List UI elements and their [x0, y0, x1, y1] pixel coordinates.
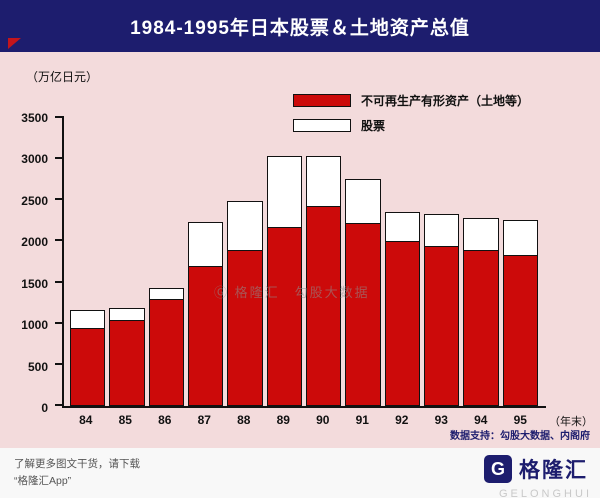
legend-label-stock: 股票	[361, 119, 386, 133]
y-tick-label-3000: 3000	[21, 152, 48, 167]
legend: 不可再生产有形资产（土地等） 股票	[293, 92, 529, 142]
y-tick-mark	[55, 404, 64, 406]
legend-item-stock: 股票	[293, 117, 529, 134]
y-tick-mark	[55, 198, 64, 201]
app-promo-text: 了解更多图文干货，请下载 “格隆汇App”	[14, 456, 140, 490]
bar-84-land-segment	[70, 327, 106, 406]
bar-89-stock-segment	[266, 156, 302, 229]
x-tick-label-91: 91	[355, 413, 369, 427]
x-tick-label-89: 89	[276, 413, 290, 427]
bar-84-stock-segment	[70, 310, 106, 329]
x-tick-label-87: 87	[197, 413, 211, 427]
bar-89	[266, 118, 302, 406]
bar-87-stock-segment	[187, 221, 224, 268]
bar-90-land-segment	[305, 206, 342, 406]
y-tick-label-2000: 2000	[21, 235, 48, 250]
x-tick-label-84: 84	[79, 413, 93, 427]
bar-85	[109, 118, 145, 406]
x-tick-label-95: 95	[513, 413, 527, 427]
title-bar: 1984-1995年日本股票＆土地资产总值	[0, 0, 600, 52]
y-tick-label-0: 0	[41, 401, 48, 415]
legend-label-land: 不可再生产有形资产（土地等）	[361, 94, 530, 108]
gelonghui-logo-icon: G	[484, 455, 512, 483]
bar-90-stock-segment	[305, 156, 342, 208]
bar-88-land-segment	[227, 249, 263, 406]
bar-92	[384, 118, 420, 406]
y-tick-mark	[55, 321, 64, 324]
plot-area: Ⓖ 格隆汇 勾股大数据	[55, 116, 546, 408]
y-tick-mark	[55, 362, 64, 365]
y-tick-label-3500: 3500	[21, 111, 48, 125]
x-tick-label-85: 85	[118, 413, 132, 427]
bar-95-land-segment	[502, 254, 538, 406]
bar-95-stock-segment	[502, 219, 538, 256]
chart-region: （万亿日元） 不可再生产有形资产（土地等） 股票 0 500 1000 1500 200…	[0, 52, 600, 448]
bar-90	[305, 118, 342, 406]
promo-line-2: “格隆汇App”	[14, 474, 72, 487]
x-tick-label-90: 90	[316, 413, 330, 427]
legend-item-land: 不可再生产有形资产（土地等）	[293, 92, 529, 109]
brand-logo: G 格隆汇	[484, 454, 588, 484]
legend-swatch-land	[293, 94, 351, 107]
x-axis-suffix: （年末）	[549, 416, 593, 428]
promo-line-1: 了解更多图文干货，请下载	[14, 458, 140, 470]
bar-93-stock-segment	[423, 213, 460, 247]
brand-name: 格隆汇	[519, 459, 588, 482]
bar-93	[423, 118, 460, 406]
bar-95	[502, 118, 538, 406]
x-tick-label-92: 92	[395, 413, 409, 427]
bar-93-land-segment	[423, 245, 460, 406]
bar-88-stock-segment	[227, 201, 263, 251]
chart-title: 1984-1995年日本股票＆土地资产总值	[130, 17, 470, 39]
x-axis-labels: 84 85 86 87 88 89 90 91 92 93 94 95	[62, 413, 538, 427]
data-source-note: 数据支持：勾股大数据、内阁府	[450, 431, 590, 442]
plot-wrap: 0 500 1000 1500 2000 2500 3000 3500 Ⓖ 格隆汇 勾股大数据	[21, 111, 546, 415]
y-tick-label-1500: 1500	[21, 276, 48, 291]
bar-85-land-segment	[109, 320, 145, 406]
bars-container	[64, 118, 538, 406]
bar-84	[70, 118, 106, 406]
bar-94-stock-segment	[463, 217, 499, 251]
x-tick-label-88: 88	[237, 413, 251, 427]
bar-88	[227, 118, 263, 406]
x-tick-label-86: 86	[158, 413, 172, 427]
y-axis-label: （万亿日元）	[26, 70, 99, 84]
bar-94	[463, 118, 499, 406]
legend-swatch-stock	[293, 119, 351, 132]
y-tick-label-1000: 1000	[21, 318, 48, 333]
y-tick-label-500: 500	[27, 359, 48, 374]
bar-86-land-segment	[148, 299, 184, 406]
bar-94-land-segment	[463, 249, 499, 406]
bar-86	[148, 118, 184, 406]
bar-91-land-segment	[345, 222, 381, 406]
x-tick-label-93: 93	[434, 413, 448, 427]
bar-89-land-segment	[266, 227, 302, 406]
y-axis-ticks: 0 500 1000 1500 2000 2500 3000 3500	[4, 111, 56, 415]
bar-91-stock-segment	[345, 178, 381, 224]
y-tick-label-2500: 2500	[21, 193, 48, 208]
footer: 了解更多图文干货，请下载 “格隆汇App” G 格隆汇 GELONGHUI	[0, 448, 600, 498]
watermark: Ⓖ 格隆汇 勾股大数据	[214, 285, 370, 300]
bar-92-land-segment	[384, 241, 420, 406]
bar-91	[345, 118, 381, 406]
bar-92-stock-segment	[384, 211, 420, 243]
bar-87-land-segment	[187, 266, 224, 406]
y-tick-mark	[55, 116, 64, 118]
y-tick-mark	[55, 239, 64, 242]
x-tick-label-94: 94	[474, 413, 488, 427]
red-flag-icon	[8, 38, 21, 49]
y-tick-mark	[55, 280, 64, 283]
brand-subtitle: GELONGHUI	[498, 488, 592, 498]
y-tick-mark	[55, 157, 64, 160]
bar-87	[187, 118, 224, 406]
